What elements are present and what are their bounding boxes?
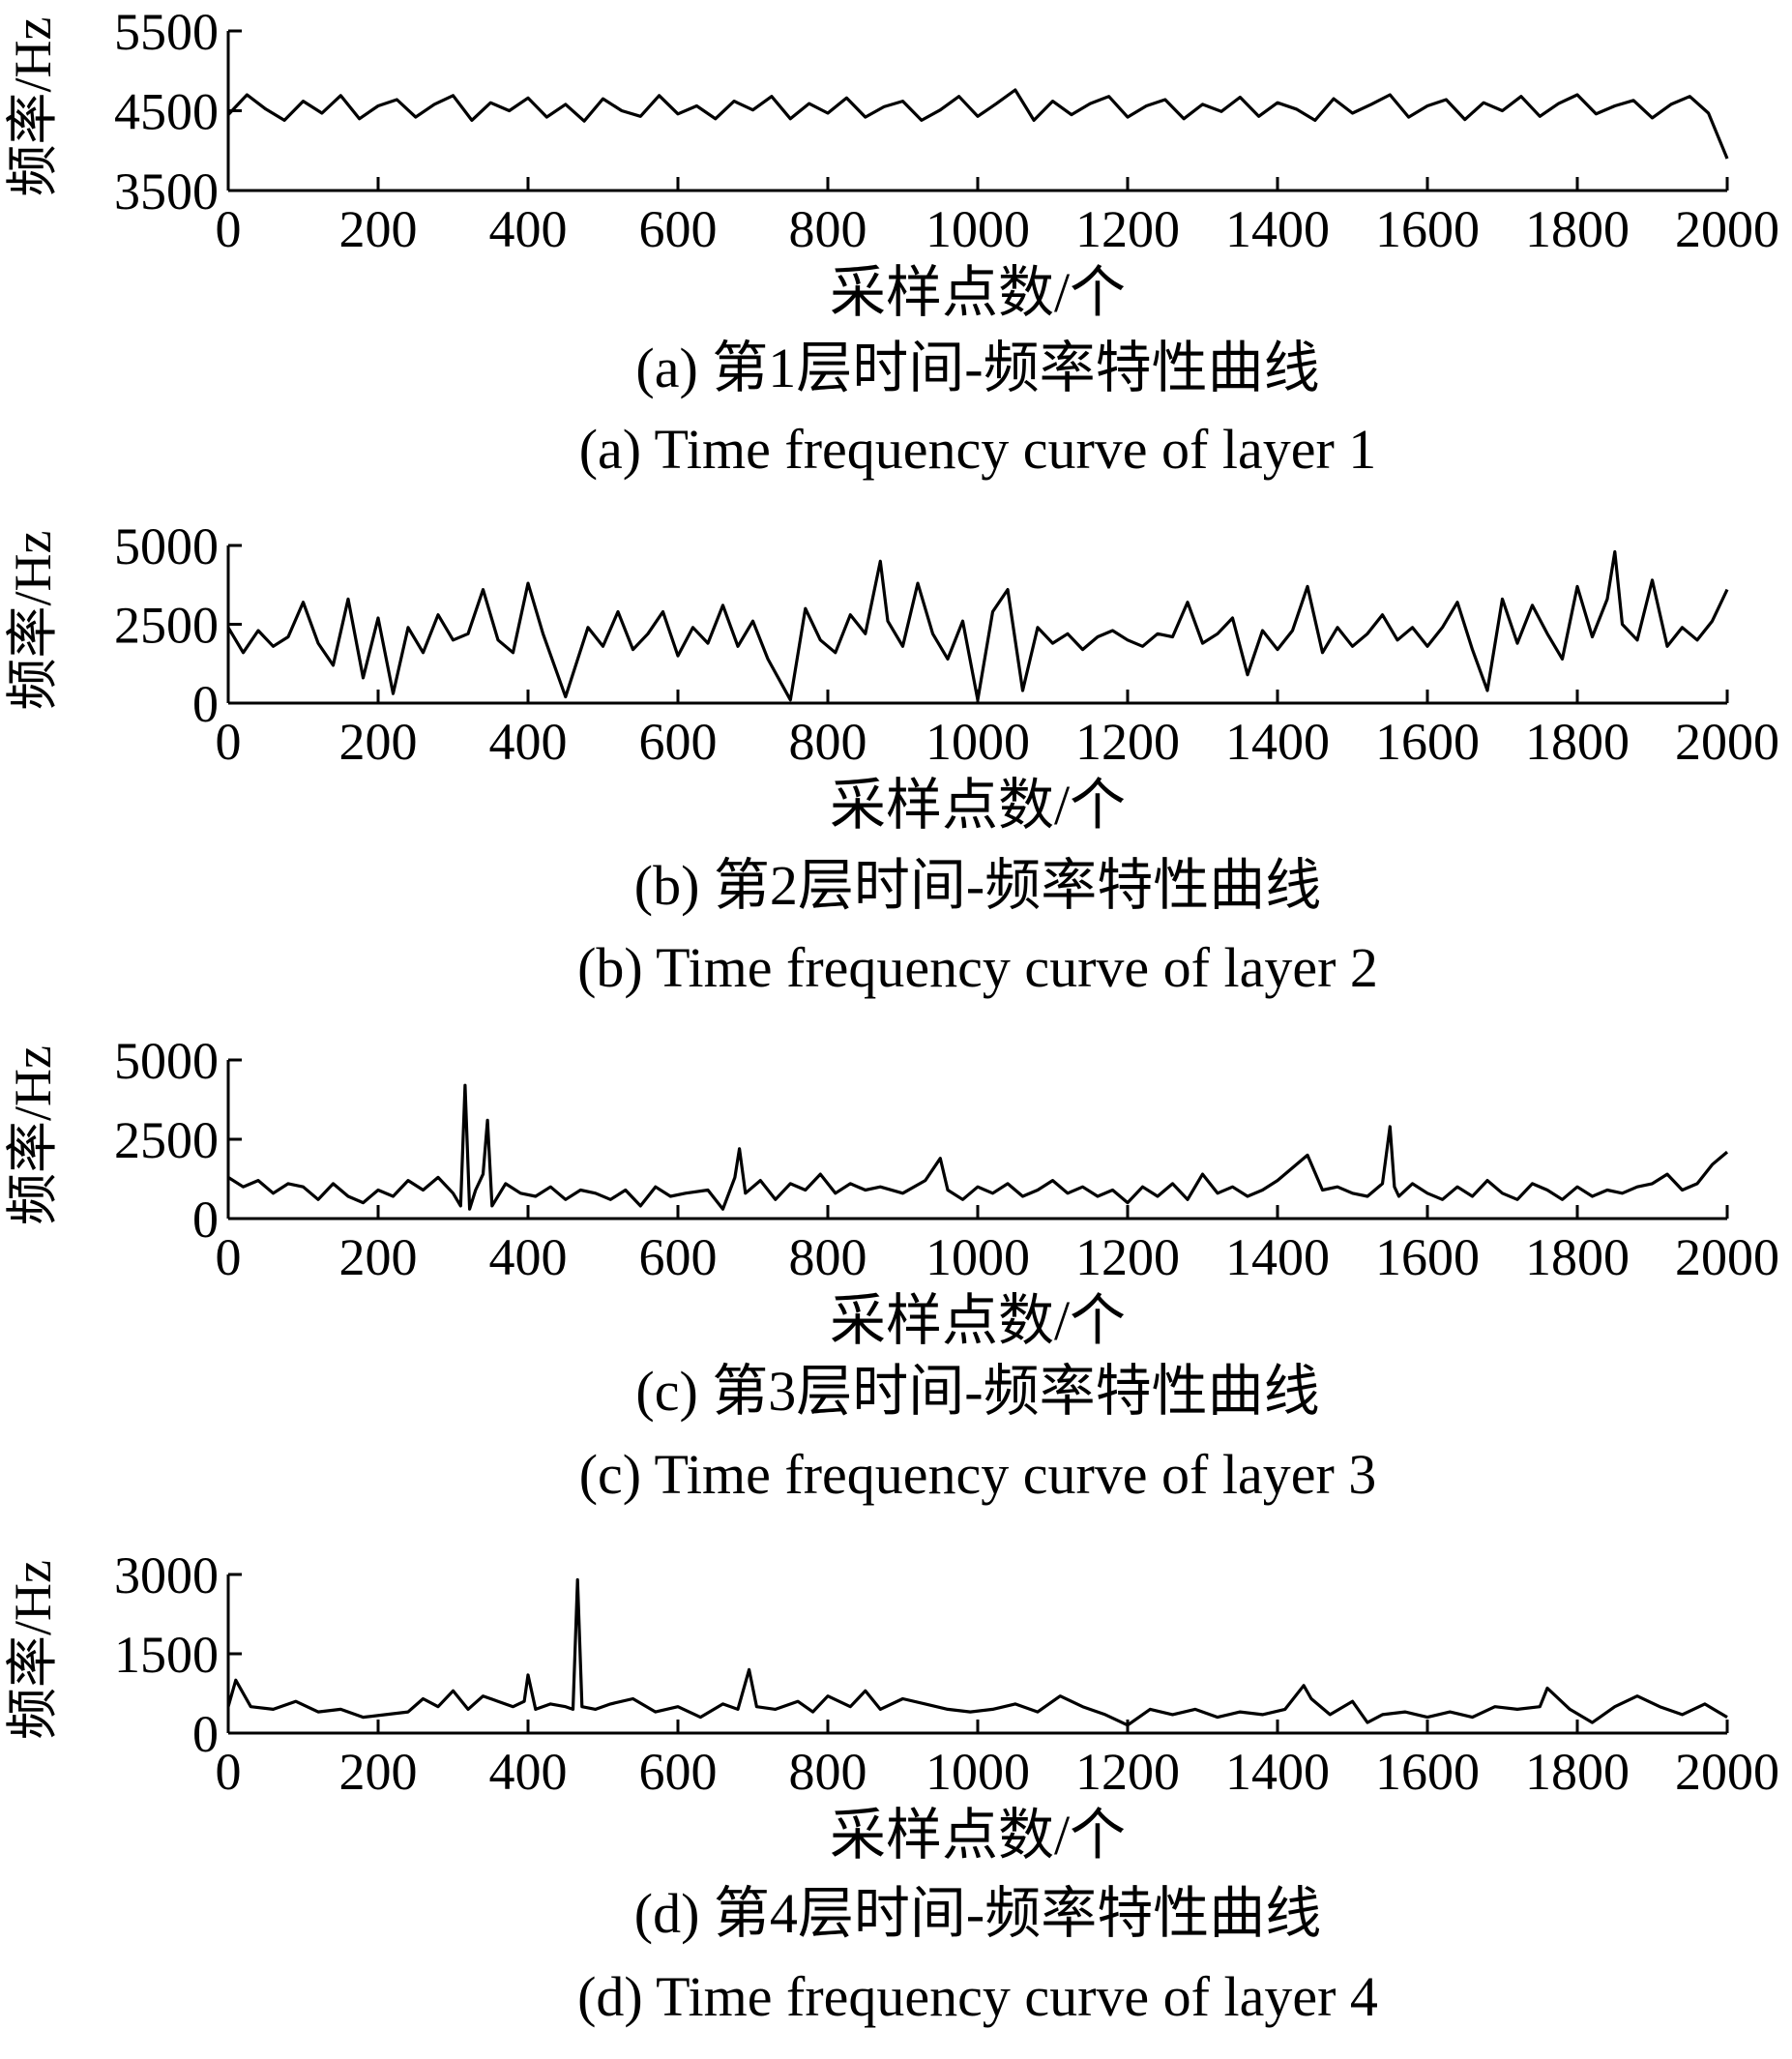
x-axis-label: 采样点数/个 (830, 1289, 1126, 1352)
series-line (227, 1083, 1729, 1211)
x-tick-label: 800 (789, 1228, 867, 1286)
x-tick-label: 1600 (1375, 713, 1480, 771)
x-axis-label: 采样点数/个 (830, 774, 1126, 837)
x-tick-label: 1000 (925, 1228, 1030, 1286)
x-tick-label: 1000 (925, 200, 1030, 258)
x-tick-label: 600 (639, 200, 718, 258)
y-axis-label: 频率/Hz (4, 531, 62, 711)
x-tick-label: 1600 (1375, 200, 1480, 258)
series-line (226, 88, 1729, 160)
x-tick-label: 1800 (1525, 713, 1630, 771)
y-tick-label: 1500 (114, 1626, 219, 1684)
chart-panel-b: 0 2500 5000 0 200 400 600 800 1000 1200 1400 1600 18… (4, 517, 1779, 999)
x-tick-label: 1600 (1375, 1743, 1480, 1801)
x-tick-label: 200 (339, 1743, 418, 1801)
x-tick-label: 400 (489, 1228, 568, 1286)
chart-panel-a: 3500 4500 5500 0 200 400 600 800 1000 1200 1400 160… (4, 3, 1779, 481)
x-tick-label: 600 (639, 1743, 718, 1801)
y-tick-label: 3500 (114, 162, 219, 221)
x-tick-label: 400 (489, 713, 568, 771)
x-tick-label: 1400 (1225, 713, 1330, 771)
x-tick-label: 2000 (1675, 1228, 1779, 1286)
x-tick-label: 2000 (1675, 713, 1779, 771)
x-tick-label: 0 (216, 1228, 242, 1286)
y-tick-label: 5000 (114, 1032, 219, 1090)
y-tick-label: 0 (192, 675, 219, 733)
caption-zh: (d) 第4层时间-频率特性曲线 (634, 1882, 1321, 1945)
x-axis-label: 采样点数/个 (830, 261, 1126, 324)
x-tick-label: 0 (216, 200, 242, 258)
x-tick-label: 1200 (1075, 1228, 1180, 1286)
x-tick-label: 0 (216, 713, 242, 771)
x-tick-label: 400 (489, 200, 568, 258)
y-axis-label: 频率/Hz (4, 17, 62, 197)
x-tick-label: 200 (339, 1228, 418, 1286)
x-tick-label: 1200 (1075, 713, 1180, 771)
x-tick-label: 1800 (1525, 1228, 1630, 1286)
x-tick-label: 1400 (1225, 200, 1330, 258)
caption-en: (a) Time frequency curve of layer 1 (579, 418, 1377, 481)
series-line (226, 1577, 1728, 1727)
caption-en: (b) Time frequency curve of layer 2 (577, 936, 1378, 999)
x-tick-label: 1600 (1375, 1228, 1480, 1286)
caption-zh: (b) 第2层时间-频率特性曲线 (634, 854, 1321, 917)
x-tick-label: 1400 (1225, 1228, 1330, 1286)
x-tick-label: 1800 (1525, 1743, 1630, 1801)
y-tick-label: 0 (192, 1705, 219, 1763)
x-tick-label: 800 (789, 713, 867, 771)
y-tick-label: 5000 (114, 517, 219, 575)
x-tick-label: 2000 (1675, 200, 1779, 258)
y-tick-label: 2500 (114, 597, 219, 655)
x-tick-label: 1400 (1225, 1743, 1330, 1801)
y-tick-label: 2500 (114, 1111, 219, 1169)
y-tick-label: 3000 (114, 1546, 219, 1604)
caption-zh: (c) 第3层时间-频率特性曲线 (635, 1360, 1319, 1423)
x-tick-label: 600 (639, 713, 718, 771)
x-tick-label: 2000 (1675, 1743, 1779, 1801)
y-tick-label: 0 (192, 1191, 219, 1249)
x-tick-label: 0 (216, 1743, 242, 1801)
x-tick-label: 800 (789, 200, 867, 258)
y-axis-label: 频率/Hz (4, 1560, 62, 1740)
x-tick-label: 400 (489, 1743, 568, 1801)
x-tick-label: 200 (339, 200, 418, 258)
x-tick-label: 1800 (1525, 200, 1630, 258)
chart-panel-d: 0 1500 3000 0 200 400 600 800 1000 1200 1400 1600 18… (4, 1546, 1779, 2028)
x-tick-label: 600 (639, 1228, 718, 1286)
caption-en: (c) Time frequency curve of layer 3 (579, 1443, 1377, 1506)
x-tick-label: 800 (789, 1743, 867, 1801)
y-axis-label: 频率/Hz (4, 1045, 62, 1225)
x-tick-label: 1200 (1075, 200, 1180, 258)
y-tick-label: 4500 (114, 83, 219, 141)
caption-en: (d) Time frequency curve of layer 4 (577, 1965, 1378, 2028)
series-line (226, 549, 1729, 702)
x-tick-label: 200 (339, 713, 418, 771)
x-tick-label: 1000 (925, 1743, 1030, 1801)
caption-zh: (a) 第1层时间-频率特性曲线 (635, 337, 1319, 399)
x-axis-label: 采样点数/个 (830, 1804, 1126, 1867)
x-tick-label: 1000 (925, 713, 1030, 771)
y-tick-label: 5500 (114, 3, 219, 61)
chart-panel-c: 0 2500 5000 0 200 400 600 800 1000 1200 1400 1600 18… (4, 1032, 1779, 1506)
x-tick-label: 1200 (1075, 1743, 1180, 1801)
